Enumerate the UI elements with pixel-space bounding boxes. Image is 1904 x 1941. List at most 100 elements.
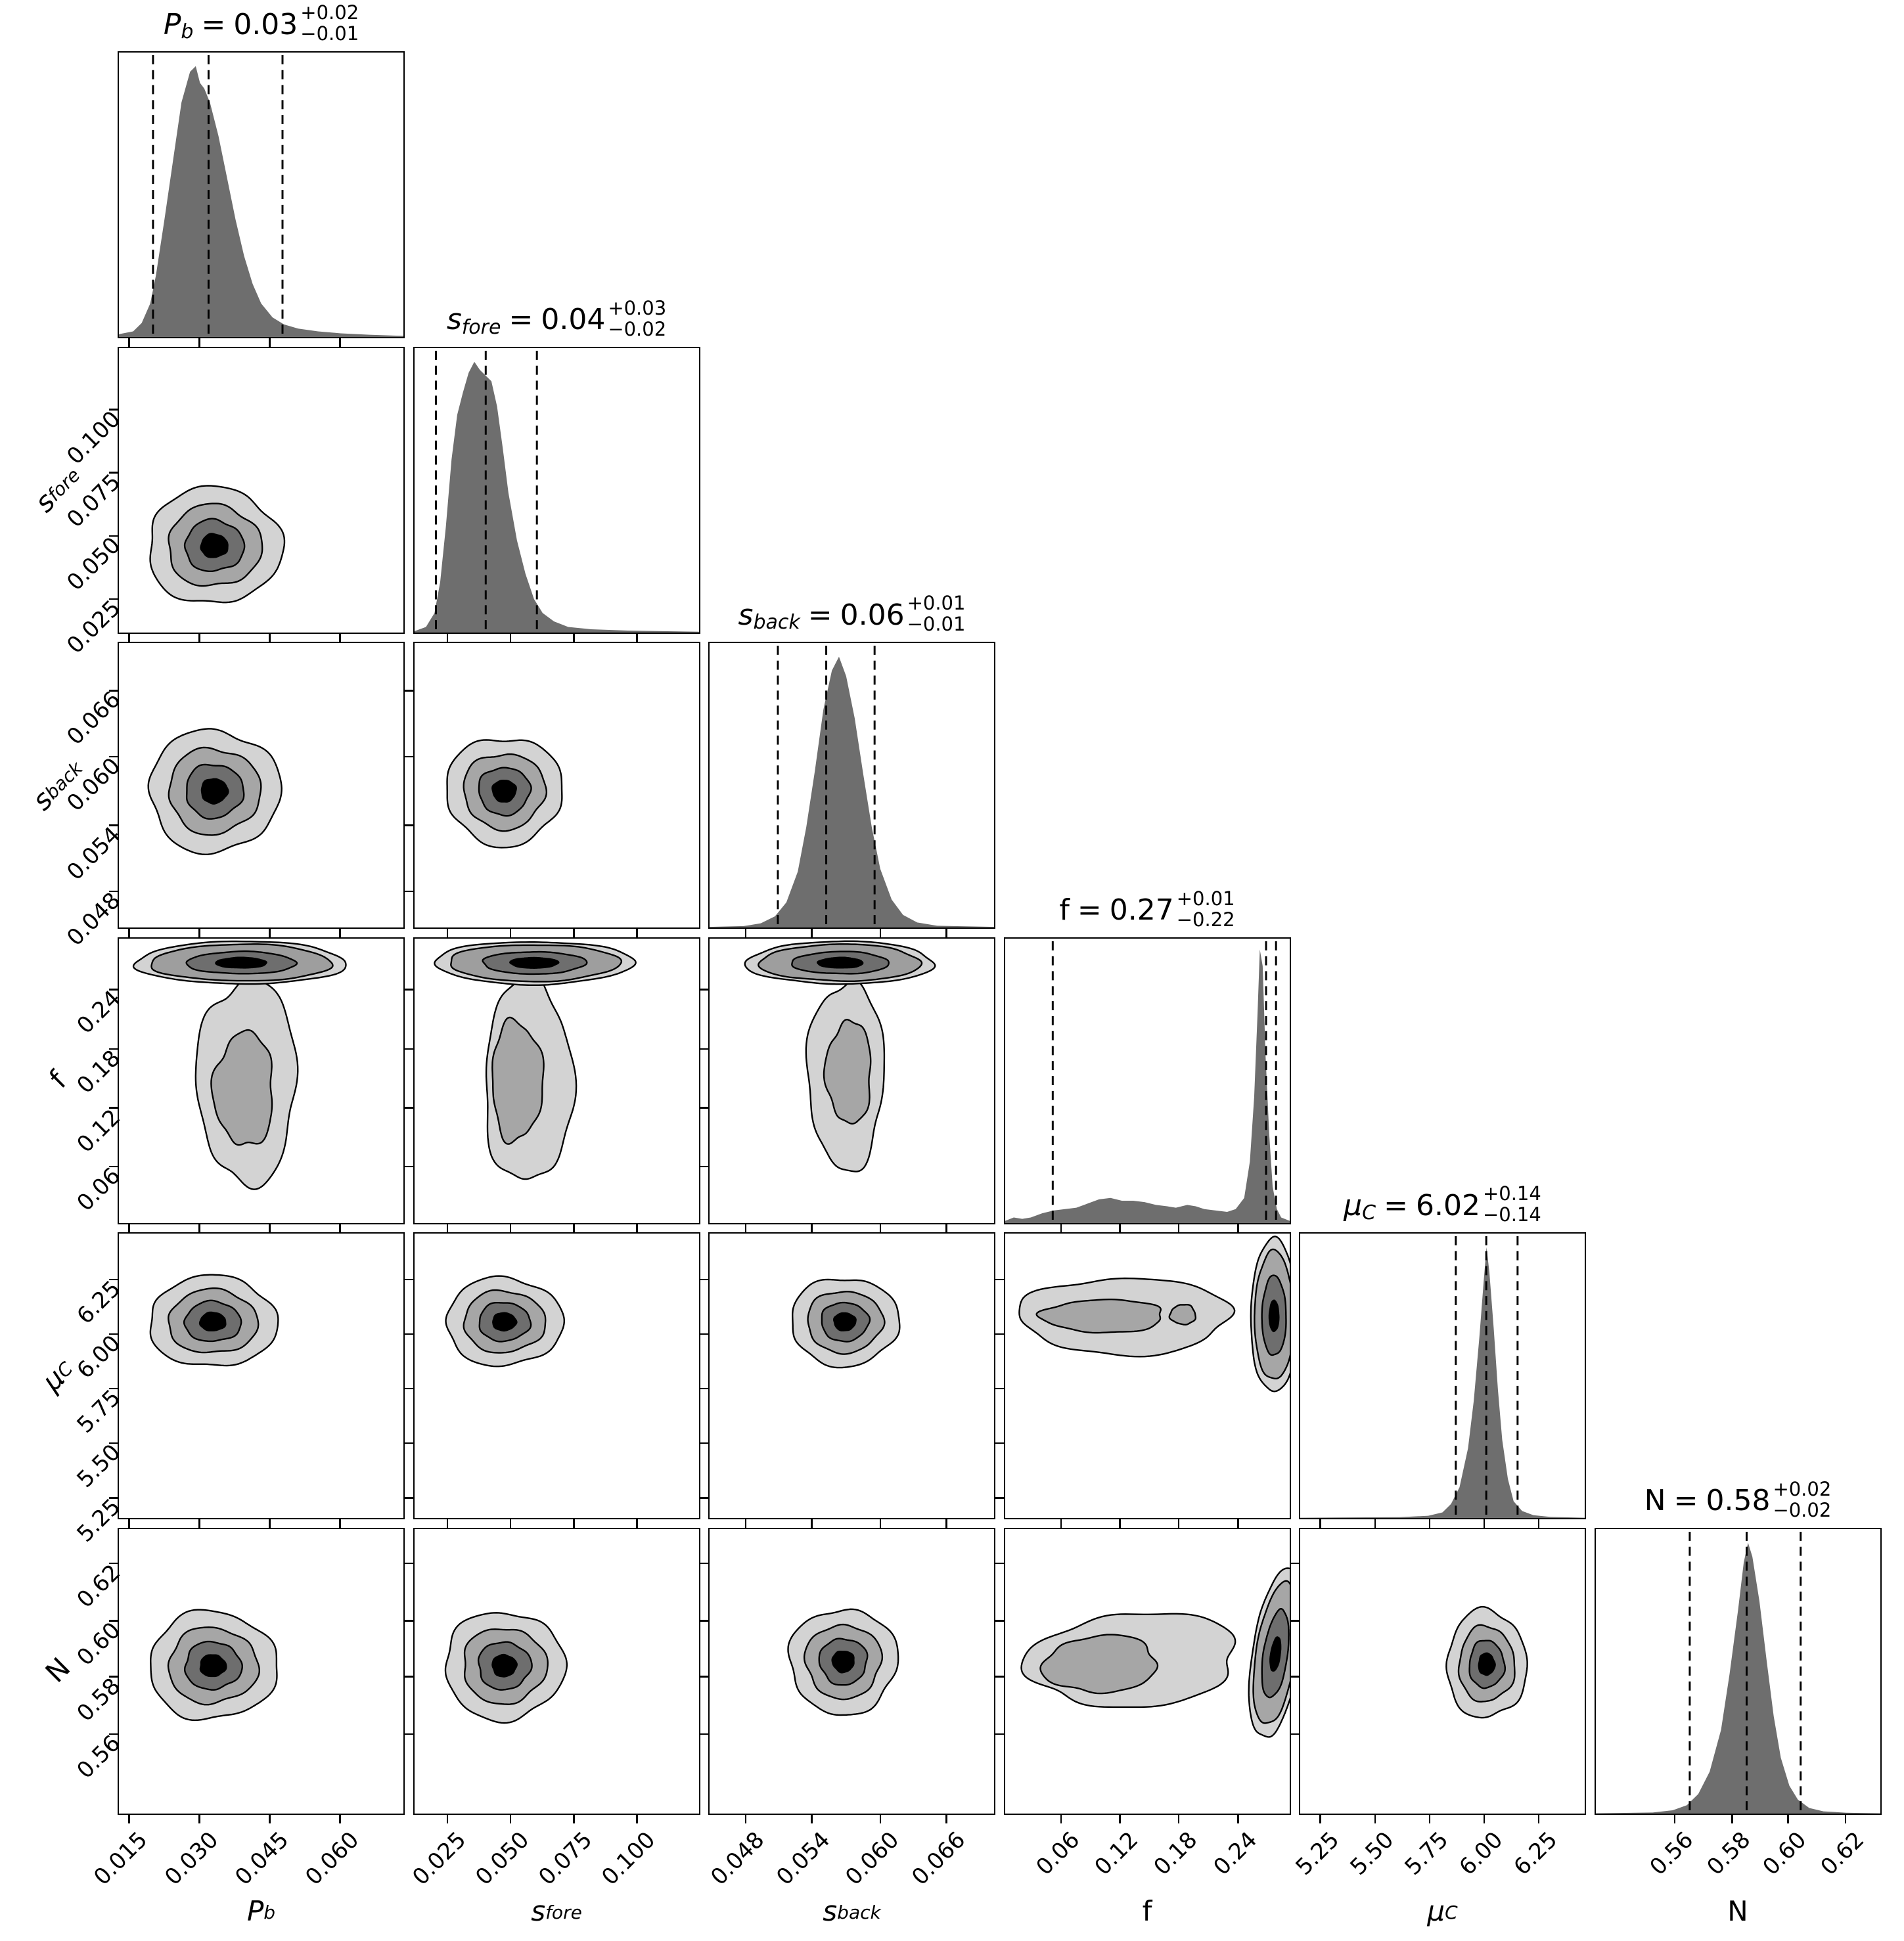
panel-title-f: f = 0.27 +0.01 −0.22 [1004,886,1291,935]
param-symbol: N [1727,1894,1748,1927]
y-tick [995,1562,1004,1565]
panel-2d-N-vs-mu_C [1299,1527,1586,1815]
title-plus: +0.01 [907,592,966,615]
y-tick [1290,1620,1299,1622]
contour-blob [199,1653,227,1677]
y-tick [109,824,118,826]
contour-plot [792,1278,901,1369]
y-tick [700,1442,708,1444]
x-tick [1374,1814,1376,1823]
x-axis-label-s_fore: s fore [458,1895,655,1927]
x-tick [509,1224,512,1233]
y-tick [1290,1733,1299,1735]
y-tick [404,890,413,893]
y-tick [995,1442,1004,1444]
title-plus: +0.01 [1176,887,1235,910]
x-tick [636,1224,638,1233]
y-tick [700,1387,708,1390]
panel-title-mu_C: μ C = 6.02 +0.14 −0.14 [1299,1181,1586,1230]
x-tick [198,1814,200,1823]
panel-2d-s_back-vs-s_fore [413,642,700,929]
x-tick [1374,1519,1376,1528]
x-tick [1177,1224,1180,1233]
hist-curve [119,66,403,337]
contour-plot [132,940,347,1190]
y-tick [700,1107,708,1109]
panel-2d-mu_C-vs-P_b [118,1232,405,1519]
x-tick [572,929,575,937]
contour-plot [149,484,286,603]
x-tick [572,1224,575,1233]
y-tick [109,598,118,600]
x-axis-label-f: f [1049,1895,1246,1927]
y-tick [700,1278,708,1281]
y-tick [109,535,118,537]
y-tick [404,1676,413,1678]
y-tick [404,1620,413,1622]
contour-blob [1478,1652,1496,1676]
histogram-P_b [119,55,403,337]
x-tick [128,1814,130,1823]
contour-plot [787,1608,899,1716]
param-symbol-sub: back [753,611,800,634]
x-tick [1673,1814,1676,1823]
title-plus: +0.03 [608,296,667,319]
y-tick [109,1278,118,1281]
x-tick [811,1519,813,1528]
y-tick [109,689,118,692]
param-symbol: s [531,1894,546,1927]
y-tick [109,1387,118,1390]
x-tick [269,1224,271,1233]
contour-plot [1020,1567,1290,1738]
y-tick [700,1165,708,1168]
x-tick [1537,1519,1540,1528]
x-tick [128,633,130,642]
param-symbol: f [1142,1894,1152,1927]
x-tick [269,633,271,642]
x-tick [636,1519,638,1528]
title-plus: +0.02 [1773,1477,1832,1500]
x-tick [1060,1224,1062,1233]
y-tick [700,1676,708,1678]
hist-curve [1595,1542,1880,1814]
contour-blob [823,1018,872,1125]
equals-sign: = [807,598,832,632]
param-symbol: μ [1344,1188,1363,1222]
panel-2d-f-vs-s_fore [413,937,700,1224]
y-tick [995,1676,1004,1678]
hist-curve [414,361,699,633]
x-tick [1060,1814,1062,1823]
histogram-N [1595,1531,1880,1814]
panel-2d-mu_C-vs-s_back [708,1232,995,1519]
contour-plot [444,1275,565,1368]
x-tick [744,929,747,937]
title-uncertainty: +0.14 −0.14 [1483,1183,1541,1226]
contour-blob [817,956,864,968]
panel-2d-mu_C-vs-s_fore [413,1232,700,1519]
x-tick [1483,1814,1485,1823]
y-tick [109,1333,118,1335]
panel-2d-N-vs-s_fore [413,1527,700,1815]
x-tick [1319,1814,1322,1823]
contour-blob [491,1016,545,1145]
x-tick [509,1519,512,1528]
title-uncertainty: +0.02 −0.01 [300,2,359,45]
y-tick [404,989,413,991]
x-tick [446,929,449,937]
x-tick [446,1224,449,1233]
contour-blob [831,1650,855,1673]
x-tick [744,1519,747,1528]
y-tick [404,1733,413,1735]
x-tick [509,1814,512,1823]
param-symbol-sub: C [1362,1201,1376,1224]
hist-curve [710,656,994,927]
x-tick [1537,1814,1540,1823]
x-tick [744,1224,747,1233]
y-tick [109,1676,118,1678]
x-tick [446,1519,449,1528]
y-tick [109,1496,118,1499]
y-tick [404,1496,413,1499]
title-value: 0.03 [233,7,298,41]
y-tick [109,1442,118,1444]
